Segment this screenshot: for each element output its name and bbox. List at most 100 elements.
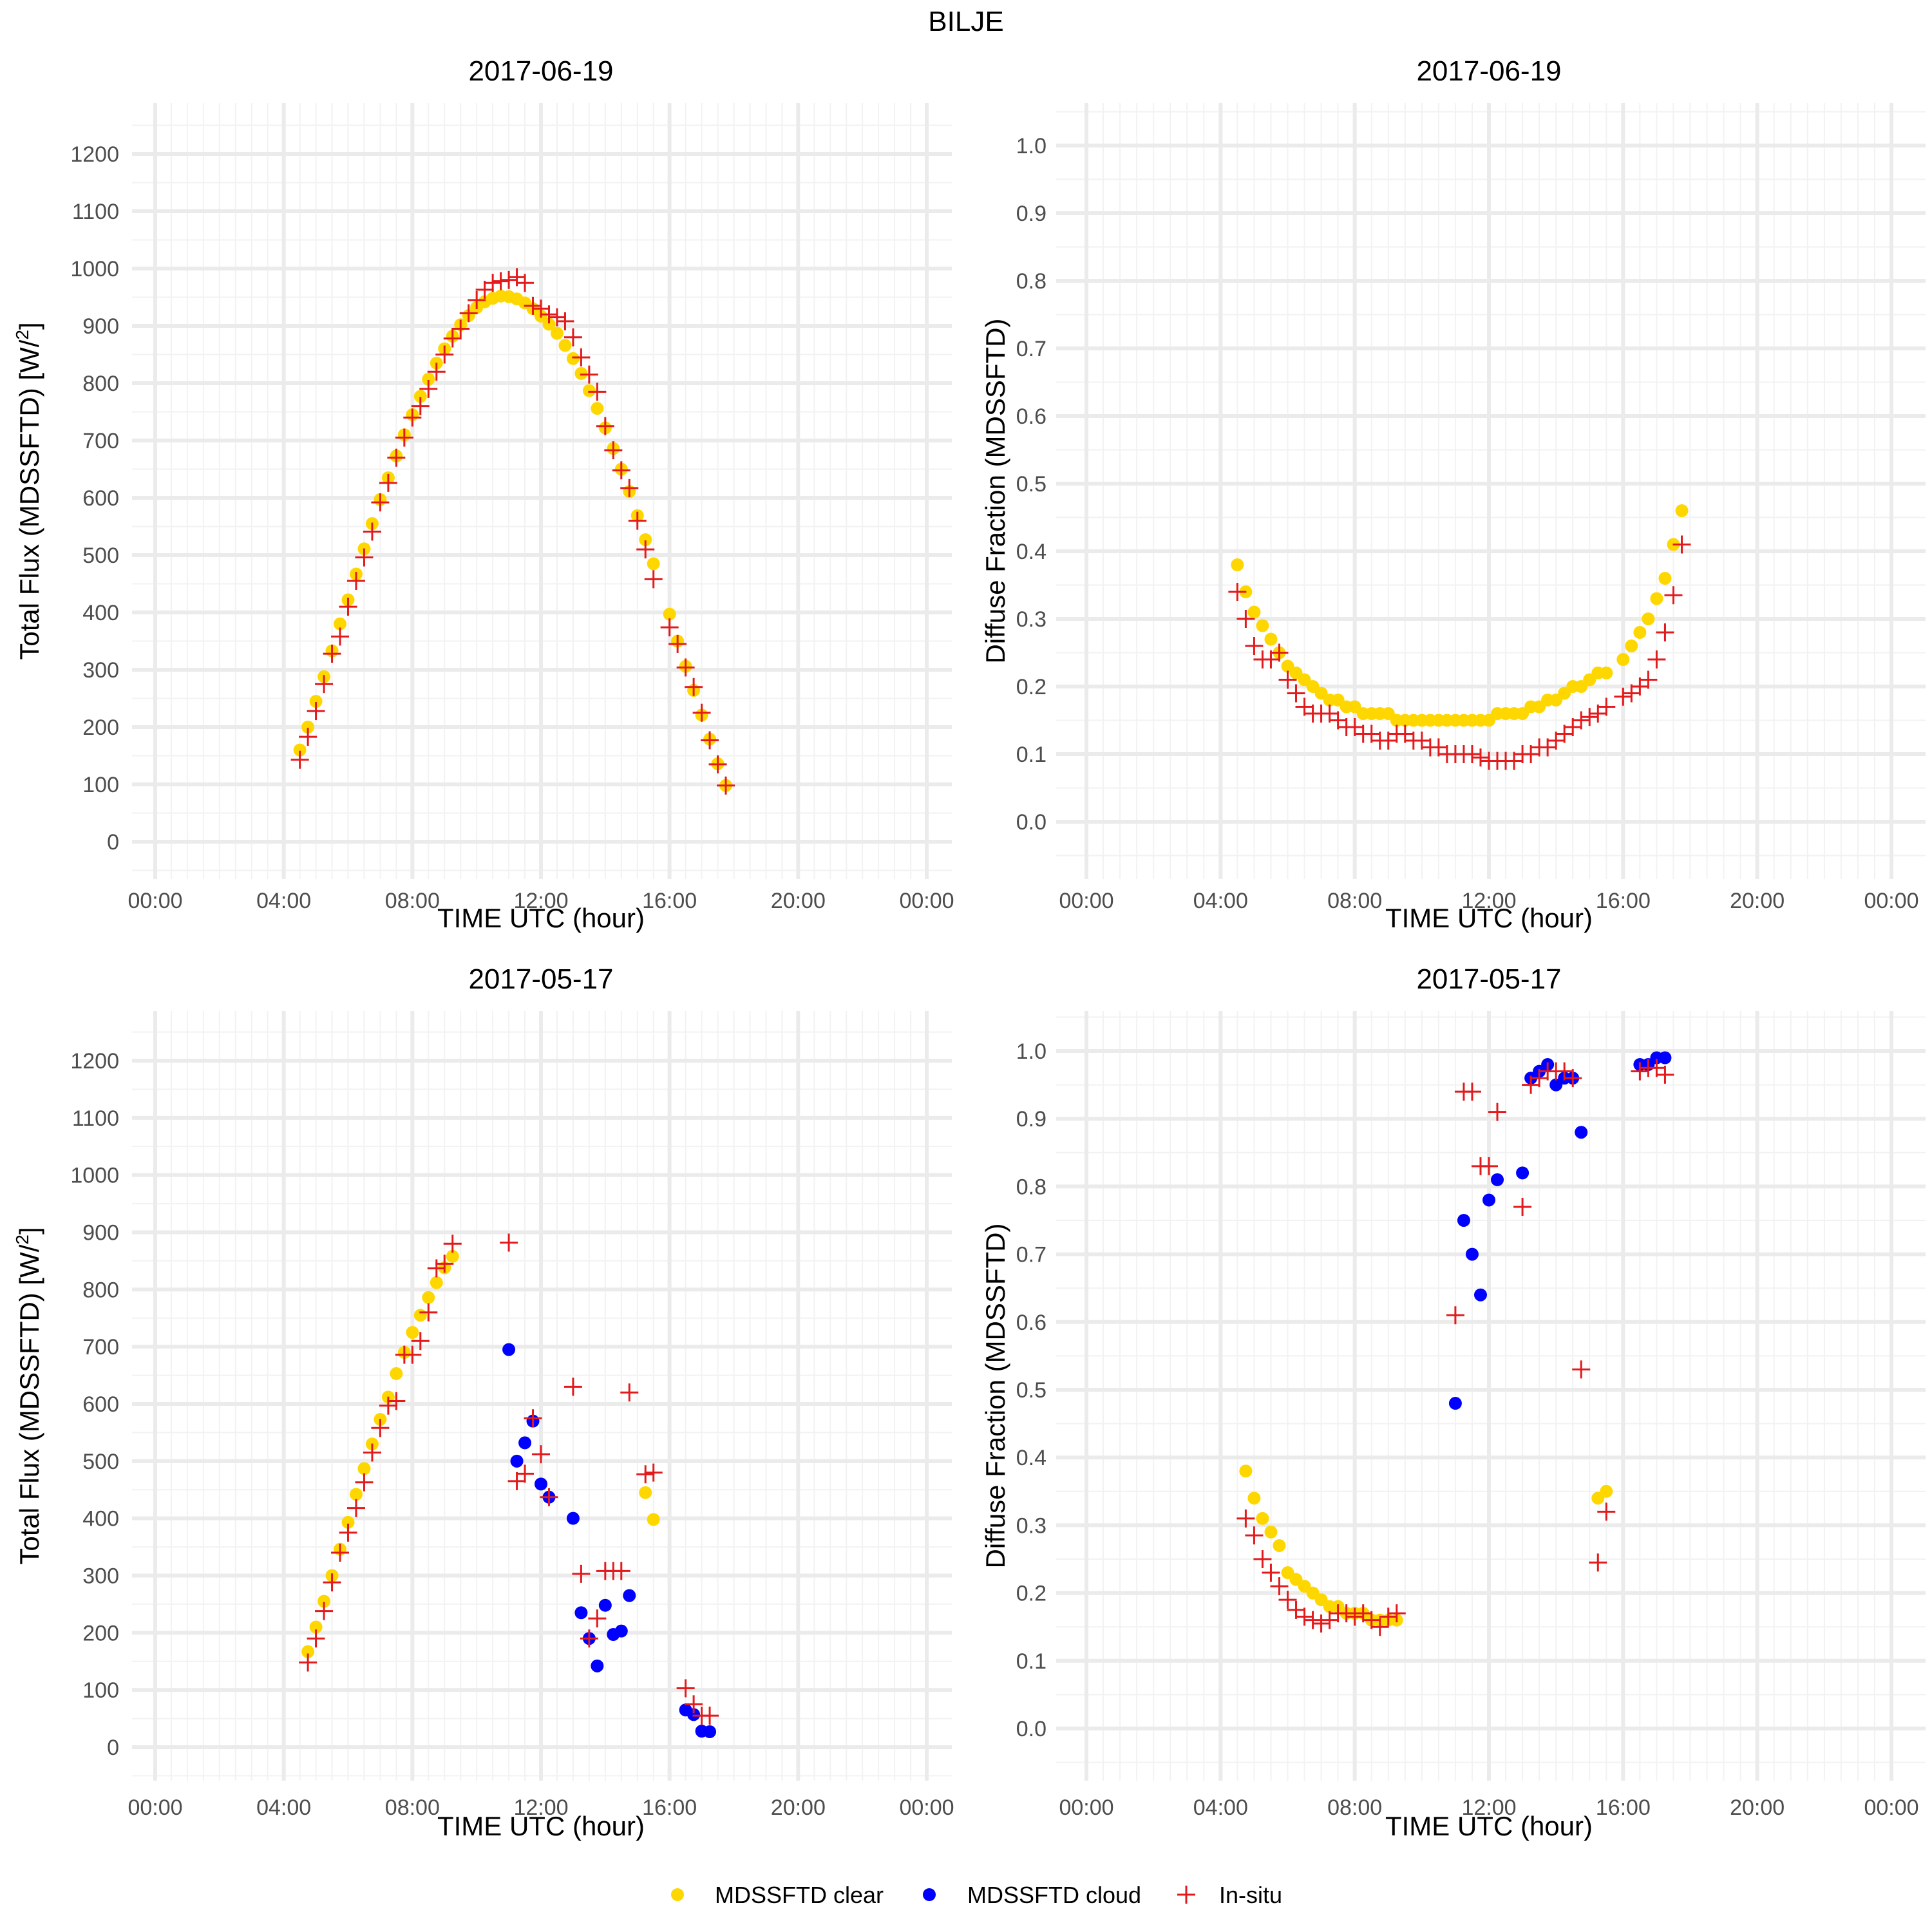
point-mdssftd-clear: [317, 1595, 331, 1608]
point-mdssftd-clear: [1625, 639, 1638, 652]
point-in-situ: [1631, 1062, 1649, 1081]
y-tick-label: 0.3: [1016, 607, 1046, 632]
y-tick-label: 0.7: [1016, 1243, 1046, 1267]
point-in-situ: [564, 1378, 582, 1396]
point-in-situ: [307, 702, 325, 721]
y-tick-label: 1100: [72, 1106, 119, 1131]
point-in-situ: [363, 522, 381, 541]
y-tick-label: 0.5: [1016, 1378, 1046, 1403]
x-axis-label: TIME UTC (hour): [437, 1811, 645, 1841]
y-tick-label: 700: [82, 429, 119, 453]
x-tick-label: 00:00: [1864, 889, 1918, 913]
point-in-situ: [484, 274, 502, 292]
point-in-situ: [299, 1653, 317, 1672]
point-mdssftd-clear: [1600, 667, 1613, 679]
point-mdssftd-cloud: [1516, 1166, 1530, 1180]
x-tick-label: 12:00: [513, 889, 568, 913]
point-mdssftd-cloud: [574, 1606, 588, 1620]
point-in-situ: [1672, 535, 1691, 554]
x-tick-label: 04:00: [256, 889, 311, 913]
point-in-situ: [572, 348, 591, 366]
point-in-situ: [1614, 687, 1633, 706]
point-mdssftd-cloud: [1448, 1397, 1462, 1410]
x-tick-label: 16:00: [1596, 889, 1651, 913]
point-mdssftd-cloud: [1465, 1247, 1479, 1261]
point-in-situ: [403, 408, 422, 427]
y-tick-label: 1200: [70, 142, 119, 167]
point-in-situ: [644, 1463, 663, 1482]
point-in-situ: [612, 1562, 630, 1580]
point-in-situ: [1228, 583, 1247, 601]
point-in-situ: [1664, 586, 1683, 605]
point-in-situ: [1488, 1103, 1507, 1121]
y-tick-label: 0.5: [1016, 472, 1046, 497]
point-in-situ: [1564, 1069, 1582, 1088]
point-mdssftd-cloud: [598, 1598, 612, 1612]
point-in-situ: [307, 1629, 325, 1648]
point-in-situ: [532, 1445, 550, 1464]
y-tick-label: 600: [82, 486, 119, 511]
point-in-situ: [1463, 1083, 1481, 1101]
point-in-situ: [403, 1345, 422, 1364]
legend-clear-label: MDSSFTD clear: [715, 1882, 884, 1908]
y-axis-label: Total Flux (MDSSFTD) [W/2]: [12, 322, 44, 659]
point-in-situ: [1656, 1065, 1674, 1084]
point-mdssftd-clear: [357, 1462, 371, 1475]
point-in-situ: [1270, 643, 1289, 662]
point-mdssftd-cloud: [1491, 1173, 1504, 1186]
point-in-situ: [676, 1679, 695, 1698]
y-tick-label: 300: [82, 1564, 119, 1589]
y-tick-label: 800: [82, 1278, 119, 1302]
point-mdssftd-cloud: [623, 1589, 636, 1602]
x-tick-label: 20:00: [1730, 1795, 1785, 1820]
point-mdssftd-clear: [639, 1486, 652, 1499]
panel-title: 2017-05-17: [1416, 963, 1561, 995]
y-axis-label: Total Flux (MDSSFTD) [W/2]: [12, 1227, 44, 1564]
point-mdssftd-clear: [1247, 1492, 1261, 1505]
point-in-situ: [1597, 1502, 1616, 1521]
legend-cloud-marker: [923, 1888, 936, 1901]
point-mdssftd-clear: [542, 317, 556, 331]
y-tick-label: 0.3: [1016, 1513, 1046, 1538]
y-tick-label: 200: [82, 715, 119, 740]
point-in-situ: [1312, 1614, 1331, 1633]
x-axis-label: TIME UTC (hour): [1385, 903, 1593, 933]
point-in-situ: [644, 570, 663, 589]
y-tick-label: 500: [82, 1450, 119, 1474]
point-mdssftd-clear: [1247, 605, 1261, 619]
point-in-situ: [290, 750, 309, 769]
point-mdssftd-clear: [1256, 619, 1269, 632]
point-in-situ: [1262, 1564, 1280, 1582]
y-tick-label: 0.1: [1016, 1649, 1046, 1674]
point-mdssftd-clear: [413, 1309, 427, 1322]
point-in-situ: [524, 296, 542, 315]
point-in-situ: [1236, 610, 1255, 628]
x-tick-label: 00:00: [128, 1795, 182, 1820]
point-in-situ: [500, 270, 518, 289]
y-tick-label: 0.4: [1016, 1446, 1046, 1470]
x-tick-label: 00:00: [899, 889, 954, 913]
point-in-situ: [411, 1332, 430, 1350]
point-in-situ: [1639, 670, 1658, 689]
point-in-situ: [516, 274, 535, 292]
y-tick-label: 1200: [70, 1049, 119, 1074]
point-in-situ: [346, 1499, 365, 1517]
x-axis-label: TIME UTC (hour): [437, 903, 645, 933]
point-in-situ: [1236, 1509, 1255, 1528]
point-in-situ: [468, 290, 486, 309]
y-tick-label: 0.7: [1016, 337, 1046, 361]
point-mdssftd-clear: [430, 1276, 443, 1289]
x-tick-label: 04:00: [256, 1795, 311, 1820]
panel-title: 2017-06-19: [468, 55, 613, 87]
point-in-situ: [491, 272, 510, 290]
point-mdssftd-cloud: [566, 1511, 580, 1525]
y-tick-label: 0.4: [1016, 540, 1046, 564]
y-tick-label: 0.9: [1016, 202, 1046, 226]
point-mdssftd-clear: [293, 743, 307, 757]
point-mdssftd-clear: [1600, 1484, 1613, 1498]
point-in-situ: [411, 397, 430, 415]
x-tick-label: 08:00: [385, 1795, 440, 1820]
point-mdssftd-clear: [1231, 558, 1244, 571]
y-tick-label: 200: [82, 1621, 119, 1645]
